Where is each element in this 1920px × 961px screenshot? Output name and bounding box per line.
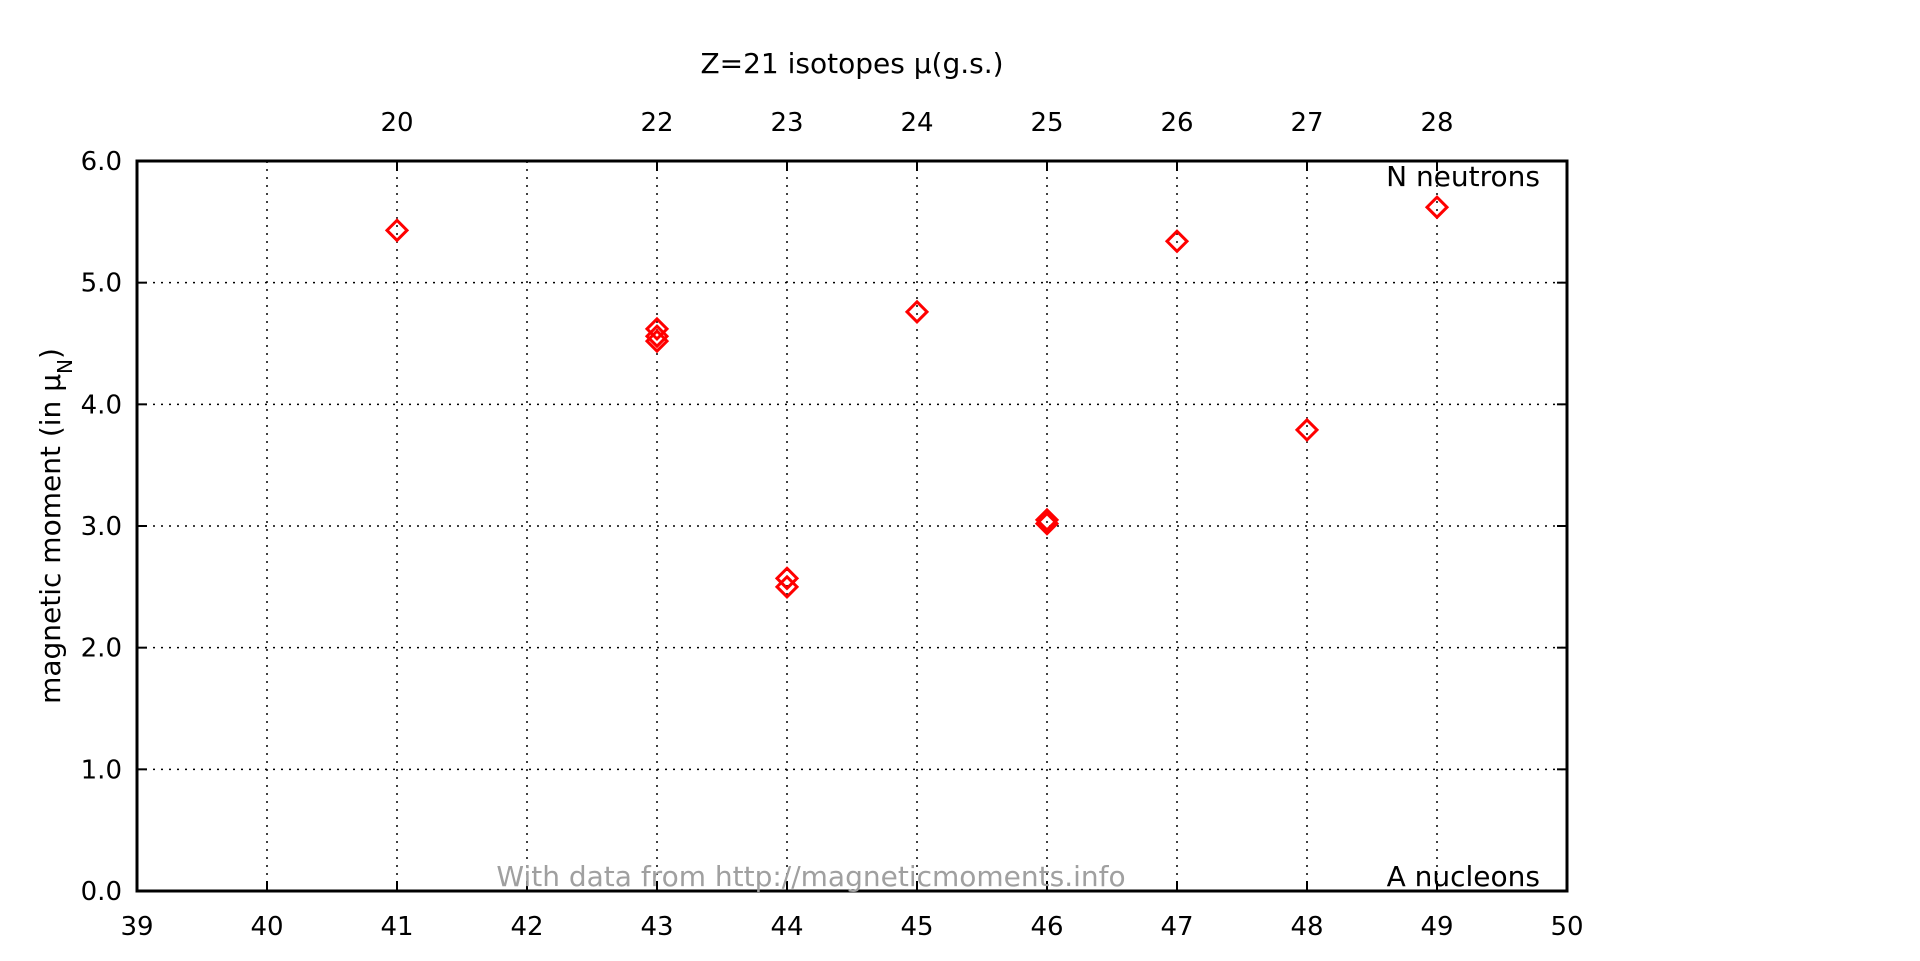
y-axis-label-subscript: N [53, 359, 77, 374]
x-tick-label: 46 [1030, 912, 1063, 942]
plot-frame [135, 159, 1569, 893]
top-tick-label: 28 [1420, 108, 1453, 138]
x-tick-labels: 39 40 41 42 43 44 45 46 47 48 49 50 [120, 912, 1583, 942]
chart-title: Z=21 isotopes μ(g.s.) [700, 47, 1003, 80]
x-tick-label: 43 [640, 912, 673, 942]
y-tick-label: 1.0 [81, 755, 122, 785]
y-tick-label: 0.0 [81, 877, 122, 907]
x-tick-label: 42 [510, 912, 543, 942]
x-axis-label: A nucleons [1387, 860, 1540, 893]
x-tick-label: 44 [770, 912, 803, 942]
top-tick-labels: 20 22 23 24 25 26 27 28 [380, 108, 1453, 138]
grid [137, 161, 1567, 891]
data-point [774, 566, 800, 591]
data-point [1034, 507, 1060, 533]
top-tick-label: 24 [900, 108, 933, 138]
data-point [1424, 195, 1450, 220]
data-point [644, 328, 670, 354]
y-tick-label: 3.0 [81, 512, 122, 542]
data-point [774, 574, 800, 599]
data-point [644, 324, 670, 349]
y-axis-label-main: magnetic moment (in μ [34, 374, 67, 704]
top-tick-label: 27 [1290, 108, 1323, 138]
top-tick-label: 20 [380, 108, 413, 138]
top-axis-label: N neutrons [1386, 160, 1540, 193]
x-tick-label: 41 [380, 912, 413, 942]
data-point [1294, 417, 1320, 443]
data-points [384, 195, 1450, 599]
y-tick-label: 5.0 [81, 269, 122, 299]
data-point [644, 316, 670, 342]
data-point [1034, 511, 1060, 536]
data-credit: With data from http://magneticmoments.in… [496, 860, 1125, 893]
y-tick-labels: 0.0 1.0 2.0 3.0 4.0 5.0 6.0 [81, 147, 122, 907]
top-tick-label: 26 [1160, 108, 1193, 138]
top-tick-label: 25 [1030, 108, 1063, 138]
top-tick-label: 23 [770, 108, 803, 138]
x-tick-label: 50 [1550, 912, 1583, 942]
y-tick-label: 4.0 [81, 390, 122, 420]
ticks [136, 160, 1568, 892]
top-tick-label: 22 [640, 108, 673, 138]
data-point [904, 299, 930, 324]
y-tick-label: 2.0 [81, 634, 122, 664]
x-tick-label: 47 [1160, 912, 1193, 942]
x-tick-label: 40 [250, 912, 283, 942]
x-tick-label: 45 [900, 912, 933, 942]
x-tick-label: 39 [120, 912, 153, 942]
data-point [384, 218, 410, 243]
y-tick-label: 6.0 [81, 147, 122, 177]
x-tick-label: 48 [1290, 912, 1323, 942]
data-point [1164, 229, 1190, 254]
y-axis-label: magnetic moment (in μN) [34, 348, 77, 704]
x-tick-label: 49 [1420, 912, 1453, 942]
y-axis-label-close: ) [34, 348, 67, 359]
